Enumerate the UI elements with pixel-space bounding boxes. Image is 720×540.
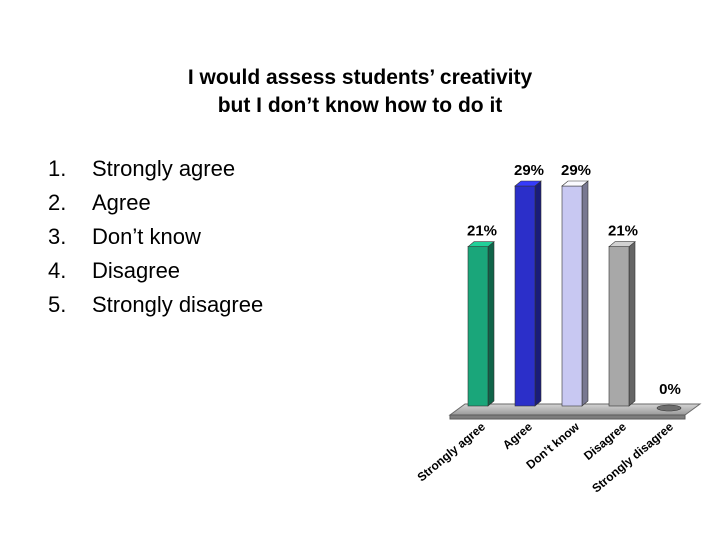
bar-side [581,180,589,407]
data-label: 21% [608,223,638,240]
option-item: 2. Agree [48,186,263,220]
bar-top [608,241,636,247]
answer-options-list: 1. Strongly agree 2. Agree 3. Don’t know 4.… [48,152,263,322]
option-label: Don’t know [92,224,201,249]
option-label: Strongly agree [92,156,236,181]
title-line-2: but I don’t know how to do it [217,94,503,117]
option-number: 2. [48,190,67,215]
bar-side [628,241,636,407]
option-item: 4. Disagree [48,254,263,288]
data-label: 29% [514,162,544,179]
bar-top [467,241,495,247]
option-item: 5. Strongly disagree [48,288,263,322]
bar-side [534,180,542,407]
bar [608,246,630,407]
option-number: 1. [48,156,67,181]
option-label: Disagree [92,258,181,283]
bar [561,185,583,407]
category-label: Strongly agree [415,419,489,484]
option-item: 3. Don’t know [48,220,263,254]
bar [514,185,536,407]
title-line-1: I would assess students’ creativity [187,66,533,89]
bar [467,246,489,407]
bar-top [561,180,589,187]
data-label: 29% [561,162,591,179]
category-label: Strongly disagree [589,419,676,495]
option-label: Strongly disagree [92,292,264,317]
option-label: Agree [92,190,151,215]
bar [656,404,682,412]
bar-top [514,180,542,187]
data-label: 21% [467,223,497,240]
option-number: 5. [48,292,67,317]
chart-floor-edge [449,414,686,420]
option-item: 1. Strongly agree [48,152,263,186]
option-number: 4. [48,258,67,283]
bar-side [487,241,495,407]
slide-title: I would assess students’ creativity but … [110,64,610,120]
option-number: 3. [48,224,67,249]
data-label: 0% [659,381,681,398]
category-label: Don’t know [523,419,582,472]
category-label: Agree [500,419,535,452]
